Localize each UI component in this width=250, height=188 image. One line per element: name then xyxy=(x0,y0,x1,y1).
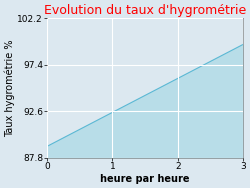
Title: Evolution du taux d'hygrométrie: Evolution du taux d'hygrométrie xyxy=(44,4,246,17)
Y-axis label: Taux hygrométrie %: Taux hygrométrie % xyxy=(4,39,15,137)
X-axis label: heure par heure: heure par heure xyxy=(100,174,190,184)
